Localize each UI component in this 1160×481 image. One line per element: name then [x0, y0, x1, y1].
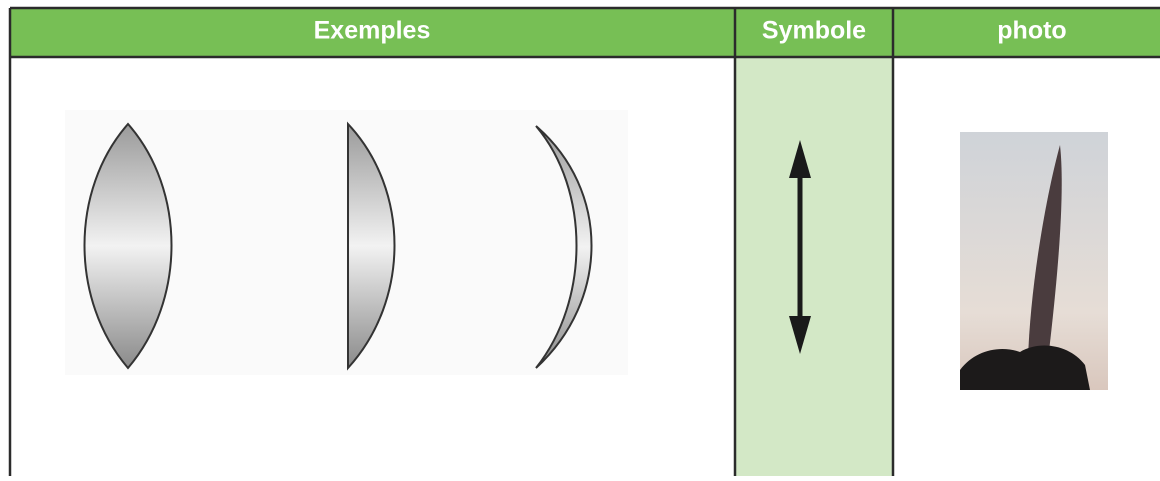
biconvex-lens [83, 122, 173, 370]
header-cell: Exemples [314, 17, 431, 45]
converging-lens-symbol [789, 140, 811, 354]
header-cell: photo [997, 17, 1066, 45]
lens-photo [960, 132, 1108, 390]
meniscus-lens [535, 125, 593, 369]
header-row [10, 8, 1160, 57]
table-borders [8, 6, 1160, 476]
header-cell: Symbole [762, 17, 866, 45]
plano-convex-lens [347, 121, 396, 371]
symbol-cell [735, 57, 893, 477]
